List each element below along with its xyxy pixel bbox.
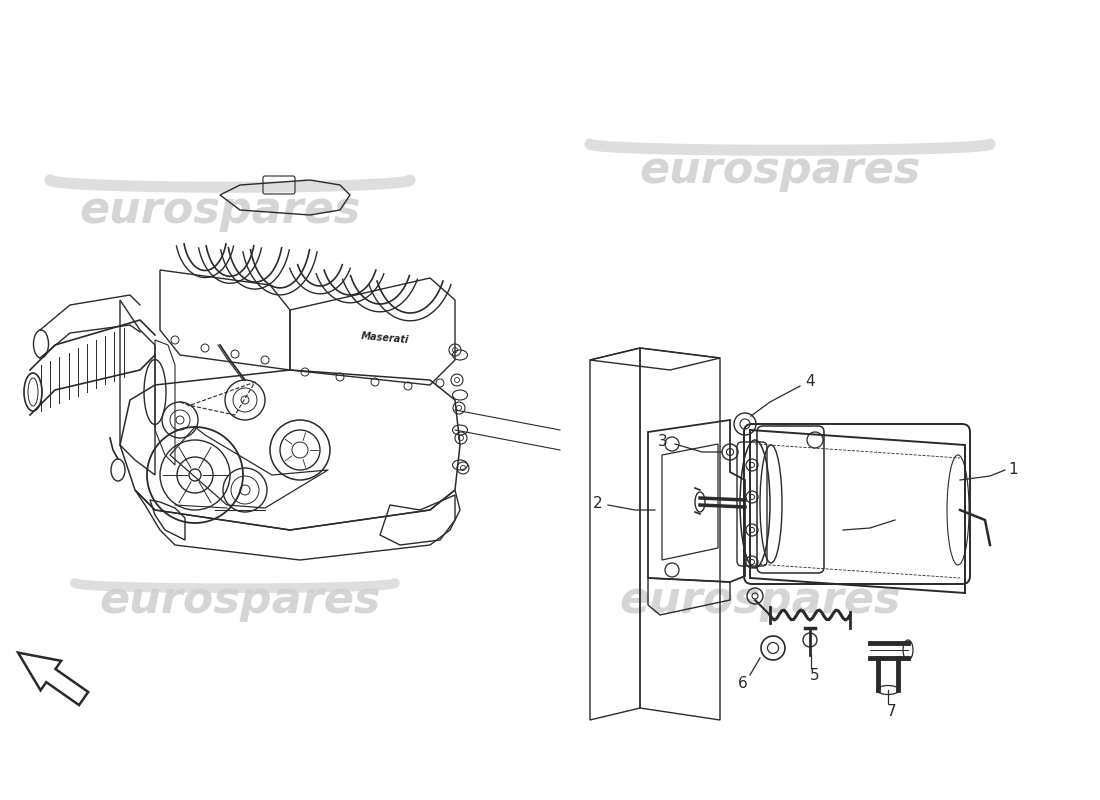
Text: eurospares: eurospares [619, 578, 901, 622]
Text: 4: 4 [805, 374, 815, 390]
Text: eurospares: eurospares [639, 149, 921, 191]
Text: 3: 3 [658, 434, 668, 450]
Polygon shape [18, 653, 88, 705]
Text: 6: 6 [738, 675, 748, 690]
Text: 7: 7 [888, 703, 896, 718]
Text: Maserati: Maserati [361, 331, 409, 345]
Text: eurospares: eurospares [79, 189, 361, 231]
Text: 5: 5 [811, 669, 819, 683]
Text: 1: 1 [1008, 462, 1018, 477]
Text: eurospares: eurospares [99, 578, 381, 622]
Text: 2: 2 [593, 497, 602, 511]
